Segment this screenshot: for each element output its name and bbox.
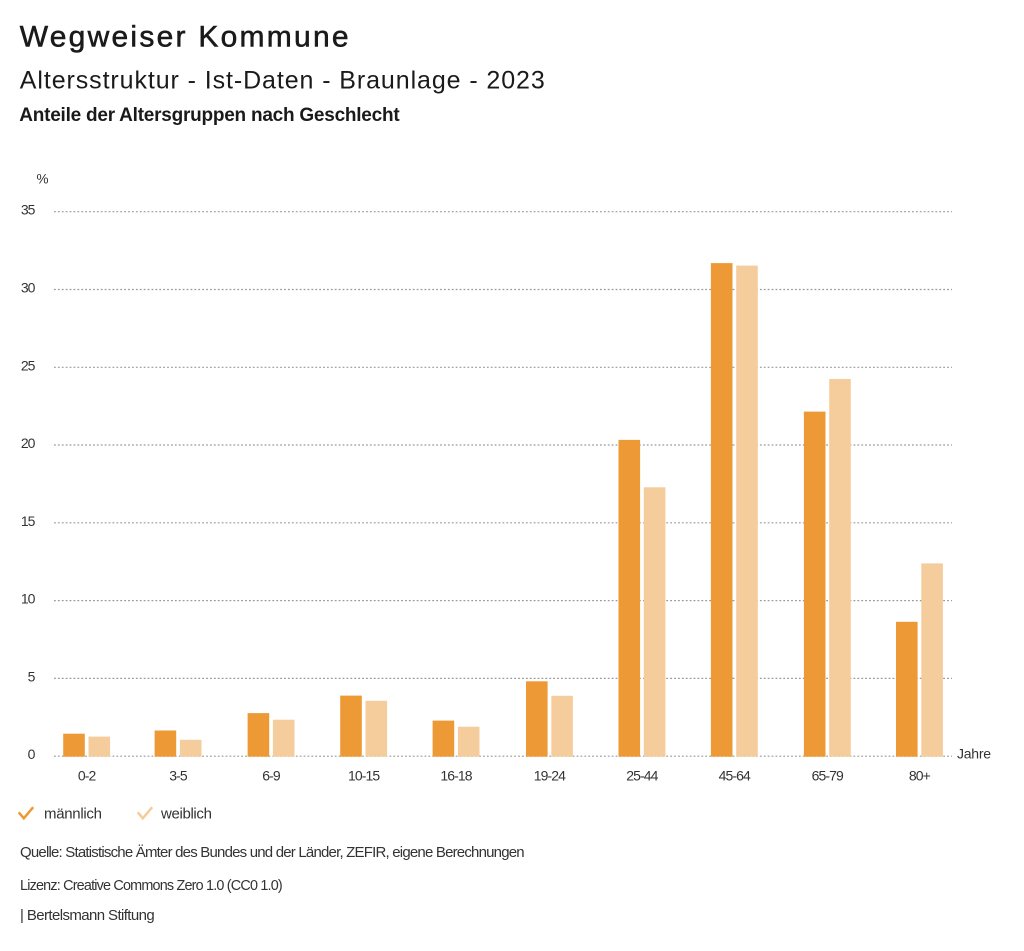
- svg-text:Anteile der Altersgruppen nach: Anteile der Altersgruppen nach Geschlech…: [19, 105, 400, 126]
- svg-text:15: 15: [21, 513, 36, 529]
- svg-text:Jahre: Jahre: [957, 746, 991, 762]
- svg-text:19-24: 19-24: [534, 767, 566, 783]
- svg-text:10-15: 10-15: [348, 767, 380, 783]
- svg-text:Altersstruktur - Ist-Daten - B: Altersstruktur - Ist-Daten - Braunlage -…: [20, 66, 546, 94]
- svg-text:weiblich: weiblich: [160, 806, 212, 823]
- svg-text:45-64: 45-64: [719, 767, 751, 783]
- svg-text:6-9: 6-9: [262, 767, 281, 783]
- svg-text:20: 20: [21, 435, 36, 451]
- svg-text:Quelle: Statistische Ämter des: Quelle: Statistische Ämter des Bundes un…: [20, 844, 524, 861]
- svg-text:3-5: 3-5: [169, 767, 188, 783]
- svg-text:80+: 80+: [909, 767, 931, 783]
- svg-text:25: 25: [21, 357, 36, 373]
- svg-text:30: 30: [21, 280, 36, 296]
- svg-text:0-2: 0-2: [78, 767, 97, 783]
- svg-text:16-18: 16-18: [440, 767, 472, 783]
- svg-text:5: 5: [28, 668, 36, 684]
- svg-text:10: 10: [21, 591, 36, 607]
- svg-text:%: %: [36, 172, 48, 187]
- svg-text:0: 0: [28, 746, 36, 762]
- svg-text:35: 35: [21, 202, 36, 218]
- svg-text:| Bertelsmann Stiftung: | Bertelsmann Stiftung: [20, 907, 154, 924]
- svg-text:Lizenz: Creative Commons Zero: Lizenz: Creative Commons Zero 1.0 (CC0 1…: [20, 878, 282, 894]
- svg-text:Wegweiser Kommune: Wegweiser Kommune: [20, 21, 351, 54]
- svg-text:65-79: 65-79: [812, 767, 844, 783]
- svg-text:25-44: 25-44: [626, 767, 658, 783]
- svg-text:männlich: männlich: [44, 806, 102, 823]
